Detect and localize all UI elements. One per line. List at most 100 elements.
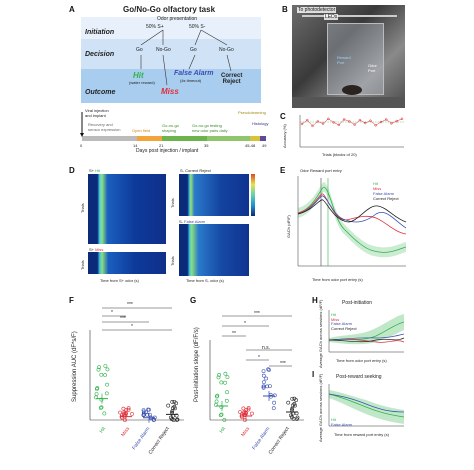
miss-outcome: Miss [161, 87, 179, 96]
task-title: Go/No-Go olfactory task [123, 5, 216, 14]
sminus-label-2: S- [179, 219, 183, 224]
accuracy-point [306, 118, 309, 122]
data-point [99, 405, 104, 410]
panel-f-ylabel: Suppression AUC (dF*s/F) [72, 331, 78, 402]
panel-h-xlabel: Time from odor port entry (s) [336, 358, 387, 363]
data-point [271, 406, 276, 411]
f-tick-cr: Correct Reject [147, 426, 171, 456]
accuracy-point [369, 119, 372, 123]
data-point [272, 400, 276, 405]
g-sig-5: * [258, 355, 260, 361]
decision-label: Decision [85, 51, 115, 58]
panel-e-ylabel: GACh (dF/F) [286, 215, 291, 238]
data-point [96, 367, 101, 372]
tick-35: 35 [204, 143, 209, 148]
data-point [261, 384, 266, 389]
miss-heat-label: Miss [95, 247, 104, 252]
cr-heat-label: Correct Reject [185, 168, 211, 173]
data-point [216, 375, 221, 380]
data-point [214, 394, 219, 399]
heatmap-colorbar [251, 174, 255, 216]
data-point [170, 400, 175, 404]
accuracy-point [311, 124, 314, 128]
data-point [121, 406, 126, 411]
h-cr-trace [328, 337, 405, 343]
panel-c-xlabel: Trials (blocks of 20) [322, 152, 357, 157]
photodetector-label: To photodetector [297, 7, 337, 13]
panel-e-chart [297, 176, 407, 267]
splus-miss-title: S+ Miss [89, 247, 103, 252]
correct-reject-outcome: Correct Reject [221, 73, 243, 85]
panel-a-task-diagram: Go/No-Go olfactory task Odor presentatio… [81, 3, 261, 103]
accuracy-point [374, 123, 377, 127]
f-sig-3: *** [120, 316, 126, 322]
data-point [102, 411, 107, 416]
data-point [246, 406, 251, 410]
g-tick-hit: Hit [218, 426, 228, 435]
hit-heat-label: Hit [95, 168, 101, 173]
data-point [98, 406, 103, 410]
viral-injection-label: Viral injection and implant [85, 108, 109, 118]
cr-trace [297, 199, 407, 223]
data-point [171, 418, 176, 422]
data-point [126, 407, 131, 412]
panel-label-e: E [280, 166, 286, 175]
data-point [166, 403, 171, 408]
go-label-2: Go [190, 47, 197, 53]
tick-0: 0 [80, 143, 83, 148]
data-point [293, 403, 297, 408]
task-arrows [140, 29, 232, 86]
rig-rail [302, 15, 397, 17]
panel-i-chart [328, 384, 405, 427]
e-legend-miss: Miss [373, 186, 382, 191]
g-sig-2: * [244, 321, 246, 327]
nogo-label-2: No-Go [219, 47, 234, 53]
reward-port-label: Reward Port [337, 55, 351, 65]
g-tick-fa: False Alarm [251, 426, 272, 452]
panel-g-xticks: Hit Miss False Alarm Correct Reject [206, 422, 306, 467]
f-sig-2: * [111, 310, 113, 316]
data-point [219, 405, 224, 409]
heatmap-miss [88, 252, 166, 274]
panel-label-f: F [69, 296, 74, 305]
panel-e-legend: Hit Miss False Alarm Correct Reject [373, 181, 399, 201]
data-point [141, 409, 146, 414]
data-point [103, 373, 107, 377]
sminus-title: S- Correct Reject [180, 168, 211, 173]
accuracy-point [358, 118, 362, 122]
data-point [104, 391, 109, 396]
data-point [261, 369, 266, 373]
sminus-label: S- [180, 168, 184, 173]
accuracy-point [353, 123, 356, 126]
heatmap-fa [179, 224, 249, 276]
accuracy-point [400, 117, 404, 121]
s-minus-label: 50% S- [189, 24, 206, 30]
fa-heat-label: False Alarm [184, 219, 206, 224]
data-point [225, 375, 230, 380]
tick-14: 14 [133, 143, 138, 148]
accuracy-point [363, 121, 367, 125]
i-legend-fa: False Alarm [331, 421, 353, 427]
h-legend-fa: False Alarm [331, 321, 353, 326]
accuracy-point [379, 120, 383, 124]
accuracy-point [384, 118, 388, 121]
panel-e-annotation: Odor Reward port entry [300, 168, 342, 173]
rig-floor [292, 97, 405, 108]
i-fa-trace [328, 393, 405, 413]
hit-note: (water reward) [129, 80, 155, 85]
accuracy-point [300, 122, 304, 126]
i-hit-trace [328, 393, 405, 418]
rig-photo: To photodetector LEDs Reward Port Odor P… [292, 5, 405, 108]
data-point [291, 403, 295, 408]
data-point [294, 398, 298, 403]
outcome-band [81, 69, 261, 103]
panel-label-c: C [280, 112, 286, 121]
h-hit-band [329, 314, 404, 345]
f-tick-miss: Miss [120, 426, 132, 438]
data-point [217, 373, 222, 377]
tick-49: 49 [262, 143, 267, 148]
pseudolearning-label: Pseudolearning [238, 110, 266, 115]
data-point [103, 364, 108, 368]
timeline-graphic [80, 112, 266, 141]
panel-i-legend: Hit False Alarm [331, 417, 353, 427]
